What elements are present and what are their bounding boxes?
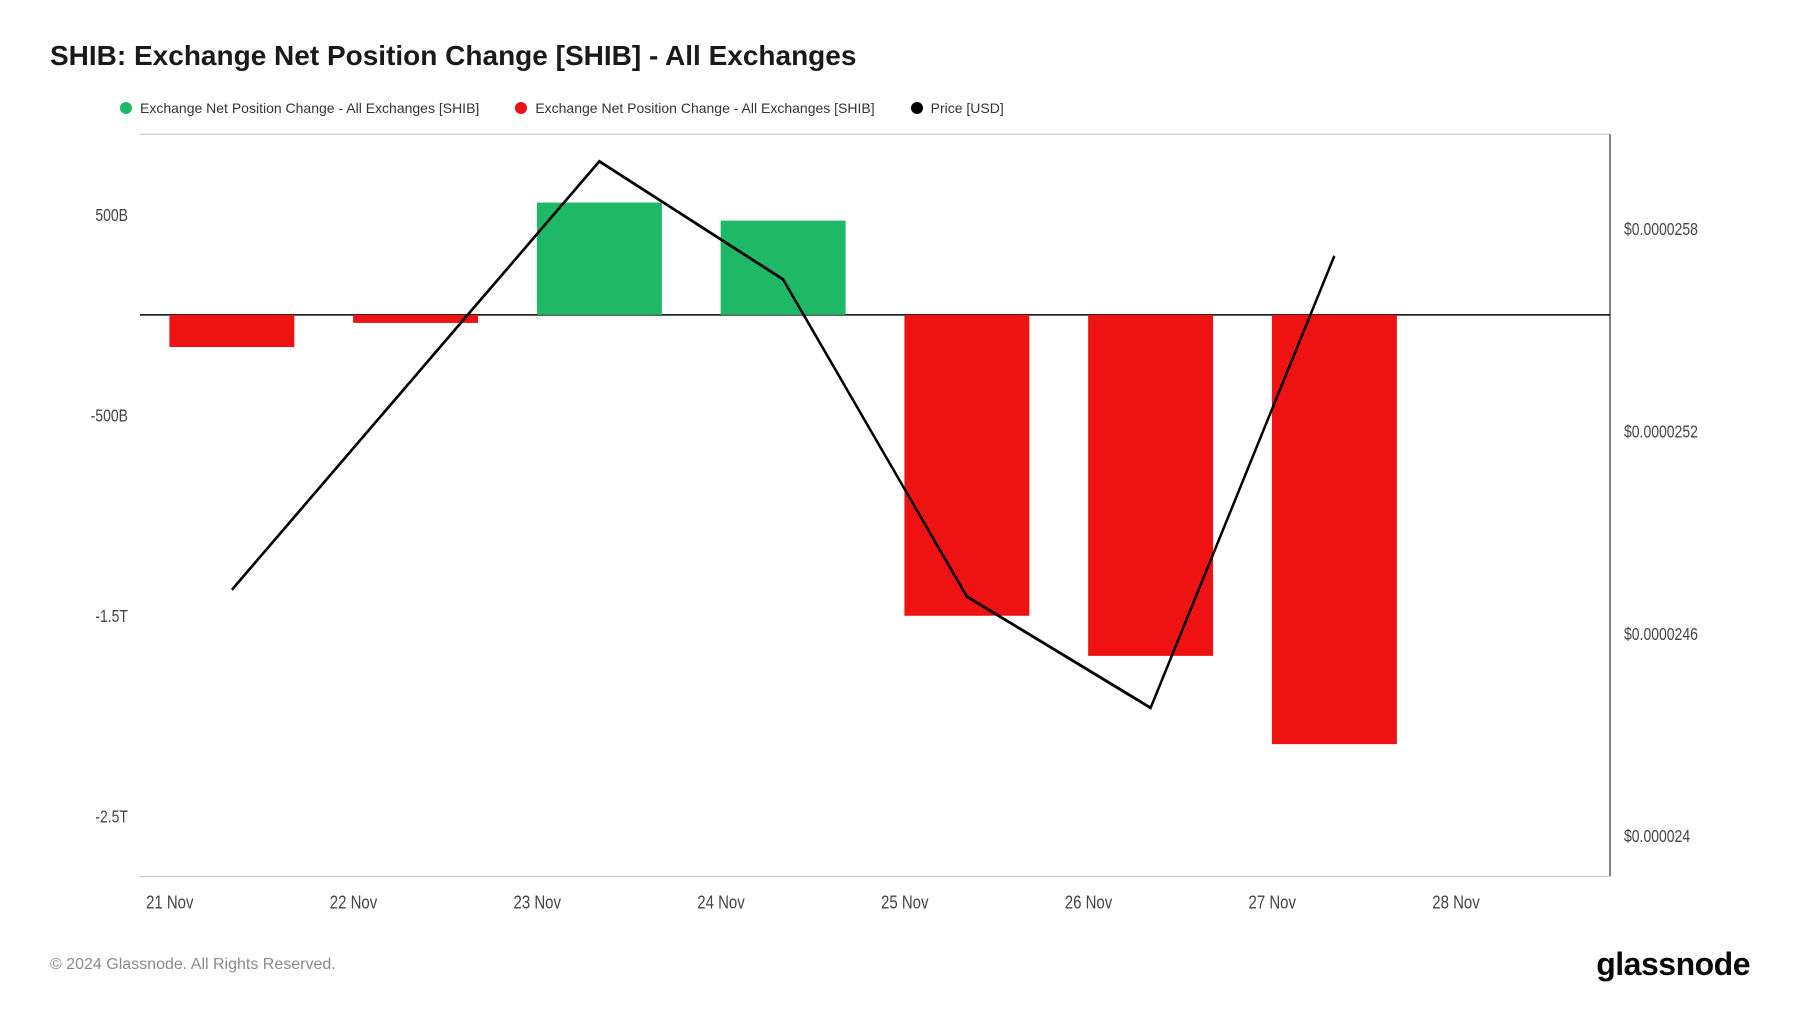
bar-neg bbox=[353, 315, 478, 323]
legend-dot-pos bbox=[120, 102, 132, 114]
x-tick: 26 Nov bbox=[1065, 892, 1113, 913]
legend: Exchange Net Position Change - All Excha… bbox=[50, 100, 1750, 116]
legend-label-pos: Exchange Net Position Change - All Excha… bbox=[140, 100, 479, 116]
x-tick: 22 Nov bbox=[330, 892, 378, 913]
y-right-tick: $0.0000246 bbox=[1624, 626, 1698, 645]
y-right-tick: $0.0000252 bbox=[1624, 423, 1698, 442]
bar-pos bbox=[537, 203, 662, 315]
legend-dot-neg bbox=[515, 102, 527, 114]
bar-neg bbox=[1272, 315, 1397, 744]
y-right-tick: $0.0000258 bbox=[1624, 221, 1698, 240]
chart-title: SHIB: Exchange Net Position Change [SHIB… bbox=[50, 40, 1750, 72]
y-left-tick: -2.5T bbox=[95, 808, 128, 827]
bar-pos bbox=[721, 221, 846, 315]
legend-item-price: Price [USD] bbox=[911, 100, 1004, 116]
copyright-text: © 2024 Glassnode. All Rights Reserved. bbox=[50, 956, 336, 974]
footer: © 2024 Glassnode. All Rights Reserved. g… bbox=[50, 946, 1750, 983]
x-tick: 28 Nov bbox=[1432, 892, 1480, 913]
y-left-tick: -1.5T bbox=[95, 608, 128, 627]
y-right-tick: $0.000024 bbox=[1624, 828, 1690, 847]
legend-dot-price bbox=[911, 102, 923, 114]
x-tick: 23 Nov bbox=[514, 892, 562, 913]
legend-label-price: Price [USD] bbox=[931, 100, 1004, 116]
y-left-tick: 500B bbox=[95, 206, 128, 225]
chart-container: 500B -500B -1.5T -2.5T $0.0000258 $0.0000252 $… bbox=[50, 122, 1750, 926]
legend-label-neg: Exchange Net Position Change - All Excha… bbox=[535, 100, 874, 116]
y-left-tick: -500B bbox=[91, 407, 128, 426]
chart-svg: 500B -500B -1.5T -2.5T $0.0000258 $0.0000252 $… bbox=[50, 122, 1750, 926]
bar-neg bbox=[169, 315, 294, 347]
bar-neg bbox=[1088, 315, 1213, 656]
brand-logo: glassnode bbox=[1596, 946, 1750, 983]
x-tick: 27 Nov bbox=[1249, 892, 1297, 913]
legend-item-positive: Exchange Net Position Change - All Excha… bbox=[120, 100, 479, 116]
bar-neg bbox=[904, 315, 1029, 616]
x-tick: 21 Nov bbox=[146, 892, 194, 913]
legend-item-negative: Exchange Net Position Change - All Excha… bbox=[515, 100, 874, 116]
x-tick: 24 Nov bbox=[697, 892, 745, 913]
x-tick: 25 Nov bbox=[881, 892, 929, 913]
